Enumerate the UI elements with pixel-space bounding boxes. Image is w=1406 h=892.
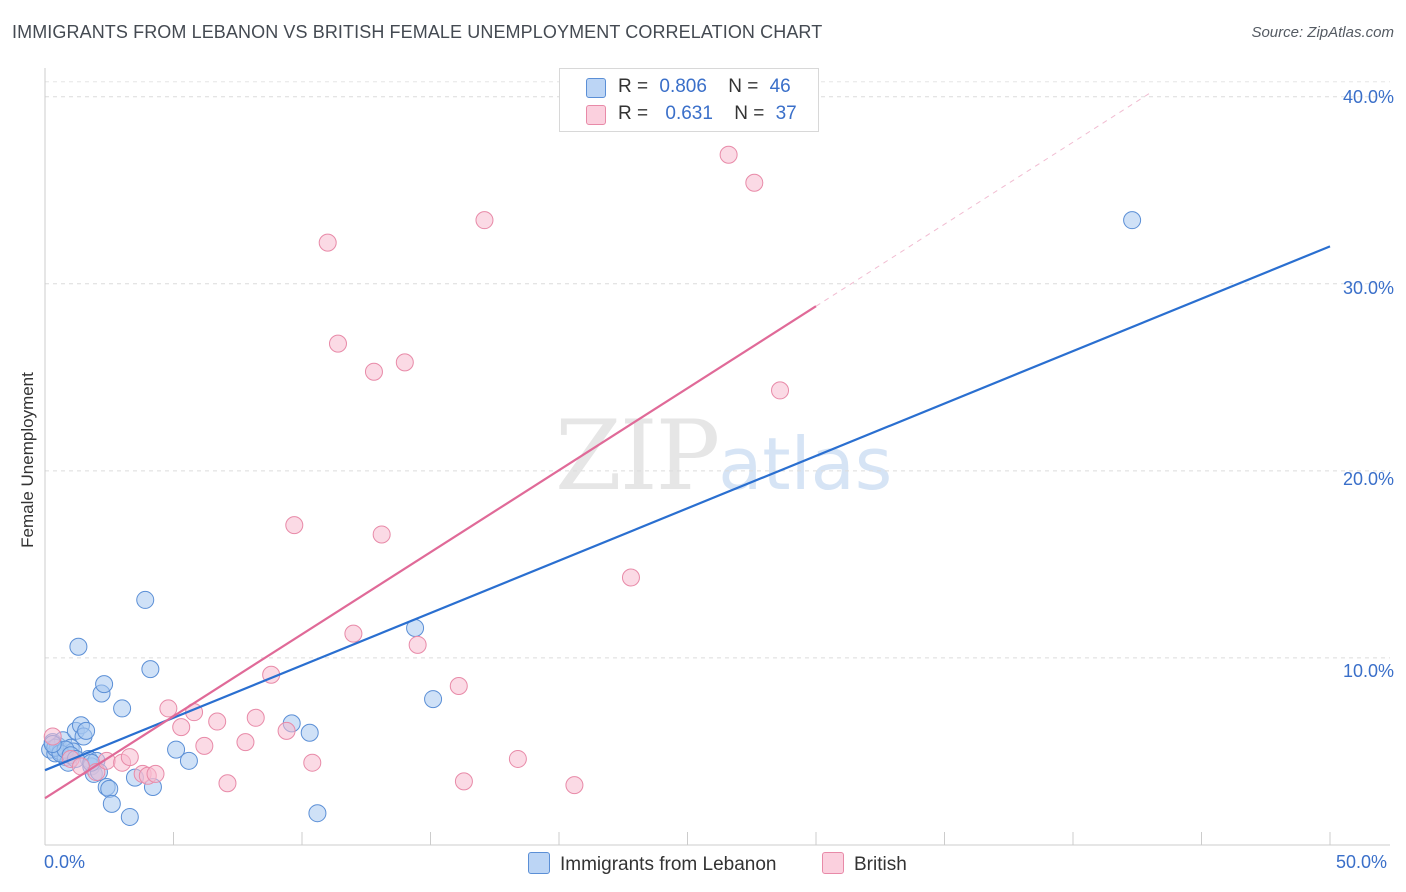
x-tick-label-max: 50.0% <box>1336 852 1388 872</box>
bottom-legend-label-lebanon: Immigrants from Lebanon <box>560 854 777 875</box>
lebanon-point <box>424 690 443 709</box>
bottom-legend-british: British <box>822 852 907 876</box>
legend-n-value: 46 <box>769 76 791 97</box>
legend-r-label: R = <box>618 76 649 97</box>
british-point <box>277 721 296 740</box>
british-point <box>771 381 790 400</box>
lebanon-point <box>179 751 198 770</box>
british-point <box>246 708 265 727</box>
lebanon-point <box>100 779 119 798</box>
legend-swatch-british <box>586 105 606 125</box>
british-point <box>303 753 322 772</box>
british-point <box>454 772 473 791</box>
y-tick-label: 20.0% <box>1342 469 1394 489</box>
british-point <box>719 145 738 164</box>
legend-n-label: N = <box>728 76 759 97</box>
chart-title: IMMIGRANTS FROM LEBANON VS BRITISH FEMAL… <box>12 22 823 42</box>
lebanon-point <box>113 699 132 718</box>
y-tick-label: 30.0% <box>1342 278 1394 298</box>
bottom-legend-label-british: British <box>854 854 907 875</box>
legend-r-value: 0.806 <box>659 76 707 97</box>
british-point <box>236 733 255 752</box>
british-point <box>328 334 347 353</box>
lebanon-trend-line <box>44 245 1331 772</box>
british-point <box>364 362 383 381</box>
lebanon-point <box>69 637 88 656</box>
british-point <box>172 718 191 737</box>
bottom-legend-lebanon: Immigrants from Lebanon <box>528 852 777 876</box>
british-point <box>146 764 165 783</box>
lebanon-point <box>120 807 139 826</box>
legend-r-label: R = <box>618 103 649 124</box>
correlation-legend: R = 0.806 N = 46 R = 0.631 N = 37 <box>559 68 819 132</box>
lebanon-point <box>95 675 114 694</box>
legend-n-value: 37 <box>775 103 797 124</box>
y-tick-label: 10.0% <box>1342 661 1394 681</box>
lebanon-point <box>1123 211 1142 230</box>
british-point <box>120 748 139 767</box>
lebanon-point <box>141 660 160 679</box>
british-point <box>195 736 214 755</box>
british-point <box>408 635 427 654</box>
british-point <box>218 774 237 793</box>
british-point <box>475 211 494 230</box>
british-point <box>449 676 468 695</box>
british-point <box>318 233 337 252</box>
bottom-legend-swatch-british <box>822 852 844 874</box>
y-tick-label: 40.0% <box>1342 87 1394 107</box>
lebanon-point <box>136 590 155 609</box>
bottom-legend-swatch-lebanon <box>528 852 550 874</box>
legend-swatch-lebanon <box>586 78 606 98</box>
british-point <box>508 749 527 768</box>
british-point <box>285 516 304 535</box>
british-point <box>621 568 640 587</box>
british-point <box>372 525 391 544</box>
y-axis-label: Female Unemployment <box>18 372 37 548</box>
lebanon-point <box>300 723 319 742</box>
british-point <box>159 699 178 718</box>
british-trend-extension <box>815 92 1151 307</box>
british-point <box>395 353 414 372</box>
british-point <box>344 624 363 643</box>
lebanon-point <box>308 804 327 823</box>
british-point <box>43 727 62 746</box>
source-label: Source: ZipAtlas.com <box>1251 24 1394 41</box>
legend-r-value: 0.631 <box>665 103 713 124</box>
british-point <box>208 712 227 731</box>
british-point <box>745 173 764 192</box>
lebanon-point <box>102 794 121 813</box>
british-point <box>565 776 584 795</box>
lebanon-point <box>167 740 186 759</box>
legend-n-label: N = <box>734 103 765 124</box>
lebanon-point <box>77 721 96 740</box>
british-trend-line <box>44 305 817 800</box>
x-tick-label-min: 0.0% <box>44 852 86 872</box>
